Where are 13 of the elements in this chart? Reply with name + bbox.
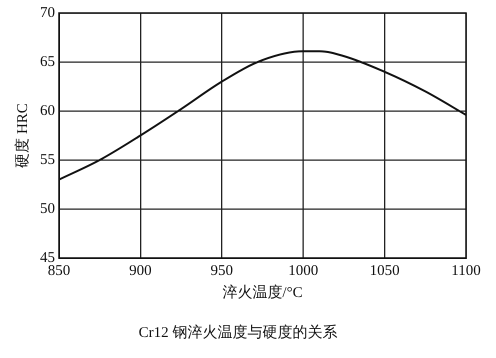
y-tick-label: 70: [40, 4, 55, 21]
x-tick-label: 1000: [288, 262, 318, 279]
y-tick-label: 60: [40, 102, 55, 119]
y-axis-title: 硬度 HRC: [14, 103, 31, 168]
x-axis-title: 淬火温度/°C: [222, 284, 303, 301]
text: Cr12 钢淬火温度与硬度的关系: [138, 324, 338, 341]
y-tick-label: 50: [40, 200, 55, 217]
x-tick-label: 1100: [451, 262, 481, 279]
y-tick-label: 55: [40, 152, 55, 168]
x-tick-label: 950: [210, 262, 234, 279]
x-tick-label: 1050: [370, 262, 400, 279]
x-tick-label: 900: [129, 262, 152, 279]
y-tick-label: 65: [40, 54, 55, 70]
